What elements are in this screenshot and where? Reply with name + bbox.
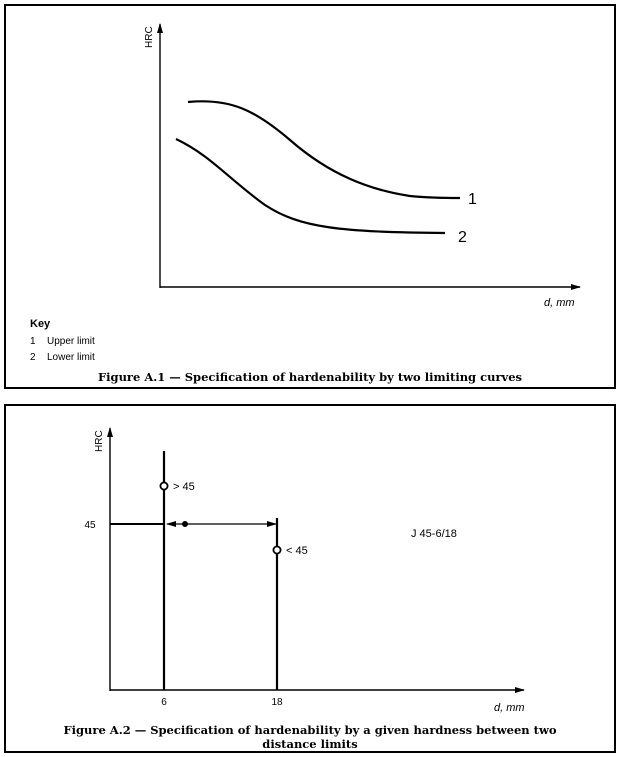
designation-label: J 45-6/18 <box>411 528 457 540</box>
key-item-2-num: 2 <box>30 352 36 363</box>
key-title: Key <box>30 318 51 330</box>
key-item-1-num: 1 <box>30 336 36 347</box>
y-tick-45: 45 <box>84 520 96 531</box>
lower-open-point <box>272 545 282 555</box>
figure-a2: HRC d, mm 45 6 18 > 45 < 45 J 45-6/18 Fi… <box>4 404 616 753</box>
figure-a2-frame <box>4 404 616 753</box>
x-axis-label: d, mm <box>544 297 575 309</box>
figure-a1-caption: Figure A.1 — Specification of hardenabil… <box>98 370 522 384</box>
lower-point-label: < 45 <box>286 545 308 557</box>
curve-label-1: 1 <box>468 191 477 208</box>
y-axis-label: HRC <box>94 430 105 452</box>
hardness-point <box>182 521 188 527</box>
key-item-1-label: Upper limit <box>47 336 95 347</box>
upper-limit-curve <box>187 100 461 200</box>
figure-a2-caption-line1: Figure A.2 — Specification of hardenabil… <box>63 723 556 737</box>
x-tick-6: 6 <box>161 697 167 708</box>
lower-limit-curve <box>175 138 446 235</box>
y-axis-label: HRC <box>144 26 155 48</box>
x-tick-18: 18 <box>271 697 283 708</box>
upper-point-label: > 45 <box>173 481 195 493</box>
key-item-2-label: Lower limit <box>47 352 95 363</box>
x-axis-label: d, mm <box>494 702 525 714</box>
figure-a1-frame <box>4 4 616 389</box>
upper-open-point <box>159 481 169 491</box>
curve-label-2: 2 <box>458 229 467 246</box>
figure-a2-caption-line2: distance limits <box>262 737 357 751</box>
figure-a1: HRC d, mm 1 2 Key 1 Upper limit 2 Lower … <box>4 4 616 389</box>
